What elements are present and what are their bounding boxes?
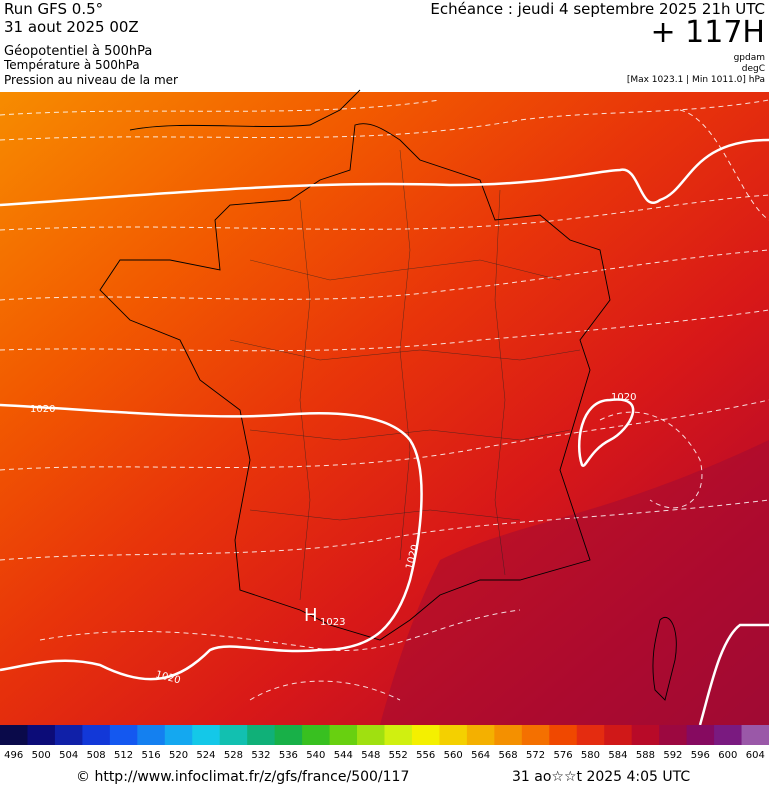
colorbar-cell — [631, 725, 660, 745]
colorbar-label: 516 — [142, 750, 161, 761]
colorbar-label: 504 — [59, 750, 78, 761]
colorbar-label: 548 — [361, 750, 380, 761]
high-value: 1023 — [320, 617, 345, 628]
isobars — [0, 138, 769, 726]
colorbar-label: 580 — [581, 750, 600, 761]
colorbar-cell — [0, 725, 28, 745]
colorbar-cell — [439, 725, 468, 745]
colorbar-label: 588 — [636, 750, 655, 761]
colorbar-label: 596 — [691, 750, 710, 761]
unit-degc: degC — [742, 64, 765, 74]
isobar-label: 1020 — [611, 392, 636, 403]
colorbar-label: 556 — [416, 750, 435, 761]
colorbar-cell — [247, 725, 276, 745]
colorbar-cell — [357, 725, 385, 745]
colorbar-label: 568 — [499, 750, 518, 761]
colorbar-label: 524 — [196, 750, 215, 761]
run-title: Run GFS 0.5° — [4, 0, 103, 18]
colorbar-label: 572 — [526, 750, 545, 761]
colorbar-label: 536 — [279, 750, 298, 761]
colorbar-cell — [54, 725, 83, 745]
colorbar-label: 604 — [746, 750, 765, 761]
field-temperature: Température à 500hPa — [3, 58, 140, 72]
colorbar-cell — [686, 725, 715, 745]
colorbar-cell — [109, 725, 138, 745]
colorbar-label: 508 — [87, 750, 106, 761]
colorbar-cell — [164, 725, 193, 745]
colorbar-label: 512 — [114, 750, 133, 761]
colorbar-cell — [411, 725, 440, 745]
colorbar: 496 500 504 508 512 516 520 524 528 532 536 540 544 5… — [0, 725, 769, 761]
coastline — [99, 89, 677, 701]
pressure-range: [Max 1023.1 | Min 1011.0] hPa — [627, 75, 765, 85]
colorbar-cell — [549, 725, 578, 745]
colorbar-label: 584 — [608, 750, 627, 761]
colorbar-cell — [82, 725, 111, 745]
colorbar-cell — [741, 725, 769, 745]
dashed-contours — [0, 99, 769, 701]
valid-time: Echéance : jeudi 4 septembre 2025 21h UT… — [430, 0, 765, 18]
colorbar-label: 496 — [4, 750, 23, 761]
field-geopotential: Géopotentiel à 500hPa — [4, 44, 152, 59]
unit-gpdam: gpdam — [734, 53, 765, 63]
run-date: 31 aout 2025 00Z — [4, 18, 139, 36]
colorbar-cell — [466, 725, 495, 745]
colorbar-cell — [329, 725, 358, 745]
colorbar-cell — [302, 725, 331, 745]
colorbar-label: 544 — [334, 750, 353, 761]
lead-time: + 117H — [651, 15, 766, 50]
isobar-label: 1020 — [30, 404, 55, 415]
colorbar-cell — [494, 725, 523, 745]
colorbar-label: 532 — [251, 750, 270, 761]
colorbar-cell — [274, 725, 303, 745]
footer-url: © http://www.infoclimat.fr/z/gfs/france/… — [76, 769, 409, 785]
colorbar-cell — [219, 725, 248, 745]
colorbar-label: 552 — [389, 750, 408, 761]
colorbar-label: 600 — [718, 750, 737, 761]
colorbar-cell — [659, 725, 688, 745]
high-symbol: H — [304, 605, 318, 626]
colorbar-cell — [521, 725, 550, 745]
colorbar-cell — [137, 725, 166, 745]
colorbar-cell — [576, 725, 605, 745]
colorbar-label: 528 — [224, 750, 243, 761]
departments — [229, 149, 581, 601]
colorbar-label: 560 — [444, 750, 463, 761]
colorbar-label: 576 — [553, 750, 572, 761]
map: 1020 1020 1020 1020 H 1023 — [0, 89, 769, 726]
colorbar-label: 592 — [663, 750, 682, 761]
field-pressure: Pression au niveau de la mer — [4, 73, 178, 87]
colorbar-cell — [192, 725, 221, 745]
footer-generated: 31 ao☆☆t 2025 4:05 UTC — [512, 769, 690, 785]
colorbar-label: 564 — [471, 750, 490, 761]
dark-region — [380, 440, 769, 725]
colorbar-cell — [384, 725, 413, 745]
colorbar-label: 540 — [306, 750, 325, 761]
colorbar-label: 520 — [169, 750, 188, 761]
colorbar-label: 500 — [32, 750, 51, 761]
colorbar-cell — [27, 725, 56, 745]
colorbar-cell — [714, 725, 743, 745]
colorbar-cell — [604, 725, 633, 745]
